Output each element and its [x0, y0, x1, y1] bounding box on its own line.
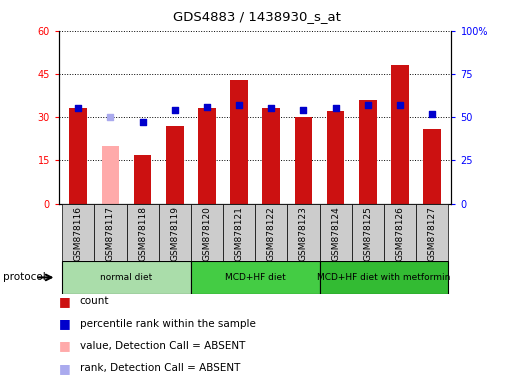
Bar	[191, 204, 223, 261]
Text: percentile rank within the sample: percentile rank within the sample	[80, 319, 255, 329]
Point	[331, 106, 340, 112]
Bar	[69, 109, 87, 204]
Bar	[255, 204, 287, 261]
Point	[396, 102, 404, 108]
Text: GSM878127: GSM878127	[428, 207, 437, 261]
Text: ■: ■	[59, 317, 71, 330]
Bar	[159, 204, 191, 261]
Text: GSM878118: GSM878118	[138, 207, 147, 262]
Text: GSM878124: GSM878124	[331, 207, 340, 261]
Text: GSM878125: GSM878125	[363, 207, 372, 261]
Point	[267, 106, 275, 112]
Bar	[191, 261, 320, 294]
Bar	[423, 129, 441, 204]
Bar	[416, 204, 448, 261]
Point	[139, 119, 147, 125]
Point	[203, 104, 211, 110]
Point	[74, 106, 83, 112]
Text: MCD+HF diet: MCD+HF diet	[225, 273, 286, 282]
Text: rank, Detection Call = ABSENT: rank, Detection Call = ABSENT	[80, 363, 240, 373]
Bar	[359, 100, 377, 204]
Text: GSM878126: GSM878126	[396, 207, 404, 261]
Bar	[320, 261, 448, 294]
Bar	[166, 126, 184, 204]
Bar	[230, 79, 248, 204]
Text: ■: ■	[59, 339, 71, 353]
Text: GSM878119: GSM878119	[170, 207, 180, 262]
Text: GSM878120: GSM878120	[203, 207, 211, 261]
Text: GSM878121: GSM878121	[234, 207, 244, 261]
Bar	[198, 109, 216, 204]
Bar	[127, 204, 159, 261]
Bar	[134, 155, 151, 204]
Text: MCD+HF diet with metformin: MCD+HF diet with metformin	[317, 273, 450, 282]
Text: GSM878123: GSM878123	[299, 207, 308, 261]
Text: count: count	[80, 296, 109, 306]
Bar	[320, 204, 352, 261]
Text: ■: ■	[59, 295, 71, 308]
Text: GSM878116: GSM878116	[74, 207, 83, 262]
Bar	[62, 204, 94, 261]
Text: GSM878117: GSM878117	[106, 207, 115, 262]
Bar	[294, 117, 312, 204]
Bar	[263, 109, 280, 204]
Text: normal diet: normal diet	[101, 273, 153, 282]
Bar	[102, 146, 120, 204]
Point	[428, 111, 436, 117]
Text: value, Detection Call = ABSENT: value, Detection Call = ABSENT	[80, 341, 245, 351]
Bar	[223, 204, 255, 261]
Bar	[391, 65, 409, 204]
Text: ■: ■	[59, 362, 71, 375]
Text: GSM878122: GSM878122	[267, 207, 276, 261]
Bar	[62, 261, 191, 294]
Bar	[352, 204, 384, 261]
Bar	[327, 111, 345, 204]
Point	[364, 102, 372, 108]
Text: GDS4883 / 1438930_s_at: GDS4883 / 1438930_s_at	[172, 10, 341, 23]
Point	[300, 107, 308, 113]
Point	[171, 107, 179, 113]
Bar	[94, 204, 127, 261]
Bar	[384, 204, 416, 261]
Bar	[287, 204, 320, 261]
Point	[235, 102, 243, 108]
Text: protocol: protocol	[3, 272, 45, 283]
Point	[106, 114, 114, 120]
